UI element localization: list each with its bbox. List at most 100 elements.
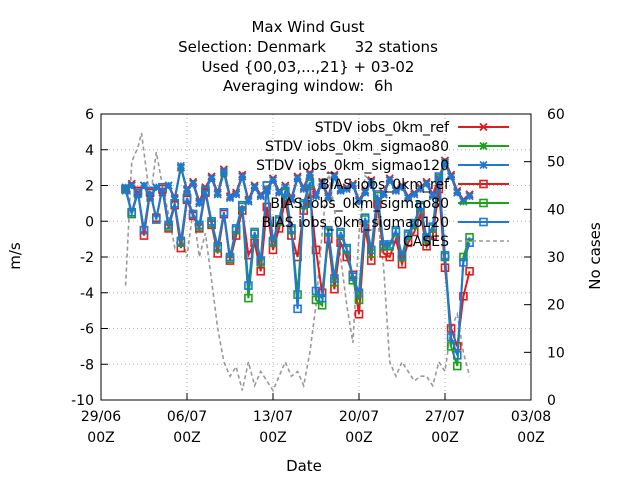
legend-item: STDV iobs_0km_sigmao80 bbox=[265, 139, 509, 155]
x-tick-label-hour: 00Z bbox=[173, 430, 200, 446]
y2-axis-label: No cases bbox=[586, 222, 604, 290]
title-line-2: Selection: Denmark 32 stations bbox=[178, 38, 438, 56]
data-point bbox=[367, 177, 376, 186]
data-point bbox=[133, 188, 143, 197]
data-point bbox=[354, 288, 364, 298]
y2-tick-label: 60 bbox=[547, 107, 565, 123]
x-tick-label-date: 20/07 bbox=[339, 409, 379, 425]
data-point bbox=[459, 292, 468, 301]
data-point bbox=[250, 183, 259, 192]
data-point bbox=[385, 176, 394, 185]
data-point bbox=[238, 172, 247, 181]
x-tick-label-hour: 00Z bbox=[431, 430, 458, 446]
data-point bbox=[397, 250, 407, 260]
legend-marker bbox=[479, 122, 488, 132]
data-point bbox=[354, 309, 364, 319]
data-point bbox=[391, 186, 400, 195]
legend-marker bbox=[479, 141, 488, 151]
legend: STDV iobs_0km_ref STDV iobs_0km_sigmao80 S… bbox=[256, 120, 509, 250]
legend-item: BIAS iobs_0km_sigmao120 bbox=[261, 215, 509, 231]
data-point bbox=[330, 172, 339, 181]
data-point bbox=[287, 224, 296, 233]
y2-tick-label: 0 bbox=[547, 393, 556, 409]
legend-marker bbox=[479, 217, 488, 227]
data-point bbox=[275, 188, 284, 197]
data-point bbox=[232, 190, 241, 199]
data-point bbox=[385, 252, 395, 262]
data-point bbox=[465, 233, 474, 242]
legend-marker bbox=[479, 179, 488, 189]
data-point bbox=[158, 182, 167, 192]
data-point bbox=[164, 181, 173, 190]
data-point bbox=[324, 193, 333, 203]
data-point bbox=[195, 199, 204, 208]
data-point bbox=[330, 274, 339, 283]
data-point bbox=[231, 224, 241, 233]
data-point bbox=[152, 183, 161, 192]
data-point bbox=[139, 225, 149, 235]
legend-marker bbox=[479, 160, 488, 170]
data-point bbox=[452, 351, 462, 360]
data-point bbox=[207, 216, 216, 226]
x-tick-label-hour: 00Z bbox=[345, 430, 372, 446]
data-point bbox=[293, 304, 302, 314]
legend-label: STDV iobs_0km_sigmao80 bbox=[265, 139, 449, 155]
y-tick-label: 4 bbox=[85, 143, 94, 159]
data-point bbox=[293, 174, 302, 183]
data-point bbox=[348, 272, 358, 281]
data-point bbox=[244, 197, 253, 206]
x-tick-label-date: 06/07 bbox=[167, 409, 207, 425]
data-series bbox=[121, 156, 474, 371]
y2-tick-label: 40 bbox=[547, 202, 565, 218]
data-point bbox=[182, 186, 192, 195]
data-point bbox=[465, 238, 474, 247]
y2-tick-label: 10 bbox=[547, 345, 565, 361]
y-tick-label: -8 bbox=[80, 357, 94, 373]
series-6 bbox=[121, 172, 474, 360]
data-point bbox=[256, 192, 265, 201]
data-point bbox=[237, 200, 247, 210]
data-point bbox=[416, 185, 425, 194]
data-point bbox=[268, 236, 278, 246]
y-tick-label: 2 bbox=[85, 179, 94, 195]
data-point bbox=[379, 190, 388, 199]
data-point bbox=[452, 361, 462, 371]
data-point bbox=[342, 243, 352, 253]
data-point bbox=[244, 293, 253, 303]
title-line-4: Averaging window: 6h bbox=[223, 77, 393, 95]
data-point bbox=[440, 158, 450, 167]
legend-item: BIAS iobs_0km_sigmao80 bbox=[270, 196, 509, 212]
title-line-1: Max Wind Gust bbox=[251, 18, 364, 36]
data-point bbox=[268, 176, 278, 185]
legend-label: BIAS iobs_0km_ref bbox=[320, 177, 450, 193]
data-point bbox=[256, 266, 266, 276]
data-point bbox=[440, 250, 450, 260]
data-point bbox=[317, 293, 327, 303]
data-point bbox=[127, 181, 136, 190]
data-point bbox=[213, 241, 223, 251]
title-line-3: Used {00,03,...,21} + 03-02 bbox=[202, 58, 415, 76]
data-point bbox=[311, 295, 321, 305]
data-point bbox=[428, 222, 438, 231]
data-point bbox=[385, 240, 395, 249]
y-tick-label: -2 bbox=[80, 250, 94, 266]
data-point bbox=[311, 192, 321, 201]
x-axis-label: Date bbox=[286, 457, 322, 475]
data-point bbox=[342, 185, 351, 194]
data-point bbox=[361, 188, 370, 197]
data-point bbox=[299, 185, 308, 194]
y-axis-label: m/s bbox=[6, 242, 24, 270]
data-point bbox=[323, 225, 333, 235]
data-point bbox=[256, 256, 266, 265]
data-point bbox=[336, 186, 345, 195]
data-point bbox=[219, 208, 229, 217]
data-point bbox=[459, 197, 468, 206]
data-point bbox=[287, 195, 296, 204]
data-point bbox=[139, 181, 149, 190]
data-point bbox=[391, 225, 401, 235]
x-tick-label-hour: 00Z bbox=[87, 430, 114, 446]
legend-item: STDV iobs_0km_sigmao120 bbox=[256, 158, 509, 174]
legend-label: CASES bbox=[403, 234, 449, 250]
